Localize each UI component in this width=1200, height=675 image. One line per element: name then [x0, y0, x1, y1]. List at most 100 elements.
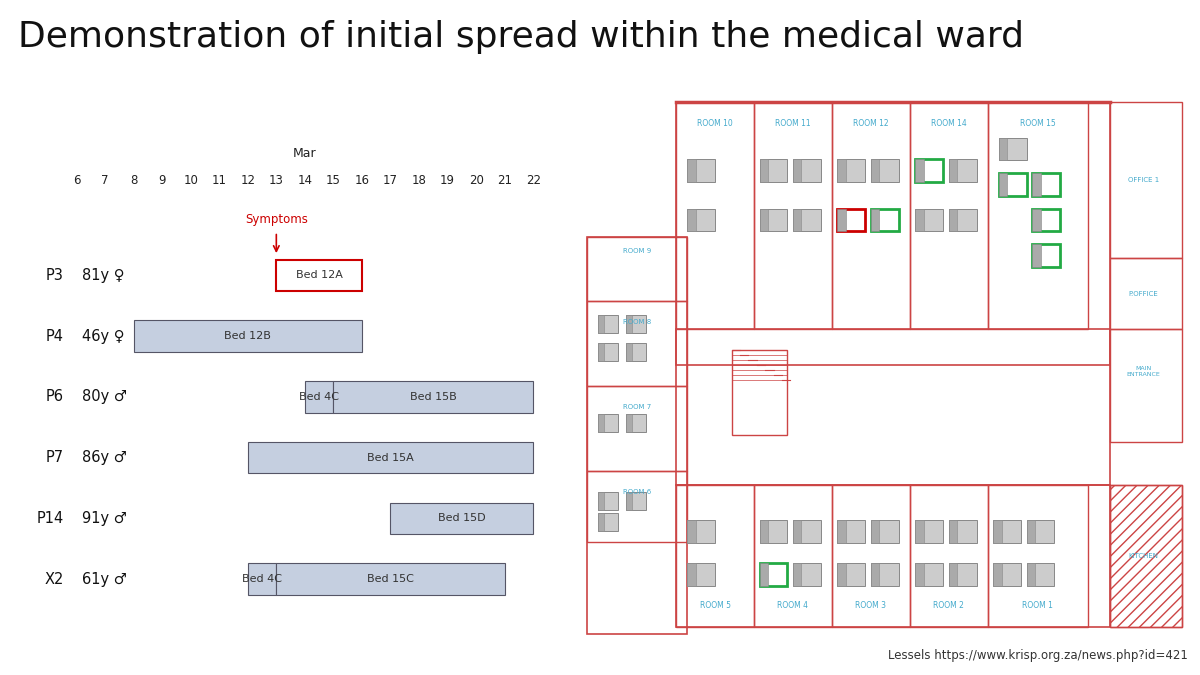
Bar [626, 344, 646, 361]
Text: P7: P7 [46, 450, 64, 465]
Text: Bed 12B: Bed 12B [224, 331, 271, 341]
Bar [760, 209, 768, 232]
Bar [994, 520, 1002, 543]
Bar [994, 520, 1021, 543]
Text: Bed 4C: Bed 4C [299, 392, 340, 402]
Bar [838, 159, 865, 182]
Bar [626, 414, 632, 432]
Bar [949, 159, 977, 182]
Bar [1110, 259, 1182, 329]
Bar [1032, 209, 1040, 232]
Text: ROOM 14: ROOM 14 [931, 119, 967, 128]
Bar [838, 520, 865, 543]
Bar [688, 209, 715, 232]
Bar [760, 563, 787, 586]
Bar [949, 209, 958, 232]
Bar [998, 138, 1027, 161]
Text: Bed 15D: Bed 15D [438, 514, 486, 523]
Text: ROOM 15: ROOM 15 [1020, 119, 1056, 128]
Bar [793, 209, 802, 232]
Bar [688, 520, 696, 543]
Text: 13: 13 [269, 174, 283, 187]
Text: 21: 21 [497, 174, 512, 187]
Bar [1110, 103, 1182, 259]
Bar [1027, 563, 1055, 586]
Bar [599, 414, 618, 432]
Text: ROOM 12: ROOM 12 [853, 119, 889, 128]
Bar [599, 344, 604, 361]
Text: ROOM 1: ROOM 1 [1022, 601, 1054, 610]
Bar [676, 485, 1110, 626]
Bar [276, 564, 505, 595]
Bar [916, 563, 943, 586]
Bar [949, 159, 958, 182]
Bar [871, 520, 899, 543]
Bar [871, 520, 880, 543]
Text: P3: P3 [46, 268, 64, 283]
Bar [916, 520, 924, 543]
Bar [793, 209, 821, 232]
Text: 12: 12 [240, 174, 256, 187]
Bar [994, 563, 1002, 586]
Bar [793, 159, 821, 182]
Text: 17: 17 [383, 174, 398, 187]
Text: ROOM 10: ROOM 10 [697, 119, 733, 128]
Bar [599, 414, 604, 432]
Text: Demonstration of initial spread within the medical ward: Demonstration of initial spread within t… [18, 20, 1024, 54]
Text: 22: 22 [526, 174, 541, 187]
Bar [838, 209, 865, 232]
Text: 81y ♀: 81y ♀ [83, 268, 125, 283]
Bar [587, 237, 688, 634]
Text: P14: P14 [36, 511, 64, 526]
Text: ROOM 8: ROOM 8 [623, 319, 652, 325]
Text: 80y ♂: 80y ♂ [83, 389, 127, 404]
Bar [1110, 485, 1182, 626]
Bar [916, 159, 924, 182]
Bar [1027, 520, 1034, 543]
Bar [988, 103, 1088, 329]
Bar [1027, 563, 1034, 586]
Bar [599, 514, 604, 531]
Text: MAIN
ENTRANCE: MAIN ENTRANCE [1127, 367, 1160, 377]
Bar [626, 492, 646, 510]
Bar [871, 563, 880, 586]
Bar [998, 138, 1007, 161]
Bar [949, 209, 977, 232]
Bar [916, 159, 943, 182]
Bar [587, 237, 688, 301]
Bar [760, 159, 787, 182]
Bar [676, 103, 754, 329]
Text: ROOM 2: ROOM 2 [934, 601, 965, 610]
Bar [626, 492, 632, 510]
Bar [587, 301, 688, 386]
Text: Symptoms: Symptoms [245, 213, 307, 225]
Text: Bed 15C: Bed 15C [367, 574, 414, 584]
Text: P.OFFICE: P.OFFICE [1129, 291, 1158, 296]
Bar [732, 350, 787, 435]
Bar [793, 520, 821, 543]
Bar [760, 520, 787, 543]
Text: ROOM 11: ROOM 11 [775, 119, 811, 128]
Bar [871, 209, 899, 232]
Bar [1110, 329, 1182, 443]
Bar [916, 563, 924, 586]
Text: 91y ♂: 91y ♂ [83, 511, 127, 526]
Bar [910, 485, 988, 626]
Bar [916, 209, 943, 232]
Bar [688, 520, 715, 543]
Text: Bed 15A: Bed 15A [367, 453, 414, 462]
Text: 61y ♂: 61y ♂ [83, 572, 127, 587]
Bar [334, 381, 533, 412]
Text: 14: 14 [298, 174, 312, 187]
Text: 7: 7 [101, 174, 109, 187]
Text: X2: X2 [44, 572, 64, 587]
Text: ROOM 5: ROOM 5 [700, 601, 731, 610]
Text: Bed 12A: Bed 12A [295, 271, 342, 280]
Bar [998, 173, 1027, 196]
Bar [1032, 209, 1060, 232]
Bar [838, 563, 865, 586]
Bar [599, 315, 618, 333]
Bar [760, 563, 768, 586]
Bar [910, 103, 988, 329]
Bar [793, 563, 802, 586]
